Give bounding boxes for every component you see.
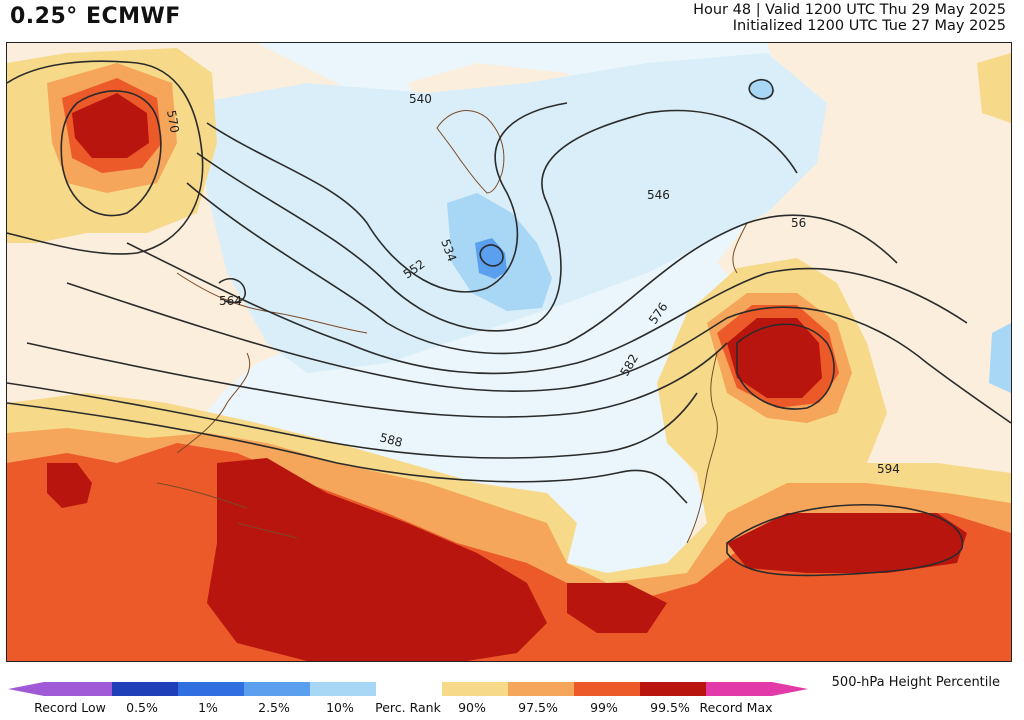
- height-contours: [7, 60, 1011, 577]
- colorbar: [8, 682, 808, 696]
- ridge-995-iberia: [727, 318, 822, 398]
- contour-line: [126, 242, 968, 375]
- contour-line: [26, 342, 728, 418]
- map-panel[interactable]: 540 534 546 552 56 564 570 576 582 588 5…: [6, 42, 1012, 662]
- colorbar-bin-record-low: [44, 682, 112, 696]
- colorbar-labels: Record Low 0.5% 1% 2.5% 10% Perc. Rank 9…: [0, 700, 820, 718]
- contour-line: [186, 182, 898, 355]
- legend-label-record-low: Record Low: [34, 700, 106, 715]
- coastline-europe: [686, 222, 748, 544]
- colorbar-left-arrow: [8, 682, 44, 696]
- map-title: 0.25° ECMWF: [10, 4, 181, 29]
- contour-line: [7, 382, 698, 459]
- colorbar-bin-99pct: [574, 682, 640, 696]
- ridge-995-sahara: [727, 513, 967, 573]
- ridge-995-alaska: [72, 93, 149, 158]
- legend-label-97-5pct: 97.5%: [518, 700, 558, 715]
- legend-label-99pct: 99%: [590, 700, 618, 715]
- ridge-90-scandinavia: [977, 53, 1011, 123]
- colorbar-bin-2-5pct: [244, 682, 310, 696]
- colorbar-bin-1pct: [178, 682, 244, 696]
- colorbar-bin-97-5pct: [508, 682, 574, 696]
- contour-label-564: 564: [219, 294, 242, 308]
- contour-label-588: 588: [378, 430, 404, 449]
- coastline-north-america: [176, 272, 368, 454]
- init-time: Initialized 1200 UTC Tue 27 May 2025: [732, 18, 1006, 34]
- contour-line: [196, 109, 798, 332]
- legend-label-10pct: 10%: [326, 700, 354, 715]
- contour-line: [736, 323, 835, 410]
- legend-label-90pct: 90%: [458, 700, 486, 715]
- contour-line: [60, 90, 162, 217]
- colorbar-bin-90pct: [442, 682, 508, 696]
- contour-line: [7, 60, 204, 255]
- legend-label-0-5pct: 0.5%: [126, 700, 158, 715]
- legend-label-perc-rank: Perc. Rank: [375, 700, 441, 715]
- coastline-caribbean: [156, 482, 298, 539]
- ridge-995-caribbean-atlantic: [207, 458, 547, 661]
- east-med-negative-anomaly: [989, 323, 1011, 393]
- contour-label-540: 540: [409, 92, 432, 106]
- legend-label-record-max: Record Max: [699, 700, 773, 715]
- legend-label-1pct: 1%: [198, 700, 218, 715]
- colorbar-bin-10pct: [310, 682, 376, 696]
- ridge-995-mexico: [47, 463, 92, 508]
- colorbar-bin-perc-rank: [376, 682, 442, 696]
- contour-line: [66, 282, 1011, 424]
- small-low-anomaly-iceland: [749, 79, 775, 101]
- contour-line: [748, 79, 774, 100]
- colorbar-bin-record-max: [706, 682, 772, 696]
- legend-label-99-5pct: 99.5%: [650, 700, 690, 715]
- contour-label-56: 56: [791, 216, 806, 230]
- run-info: Hour 48 | Valid 1200 UTC Thu 29 May 2025…: [693, 2, 1006, 34]
- contour-label-594: 594: [877, 462, 900, 476]
- colorbar-right-arrow: [772, 682, 808, 696]
- contour-line: [726, 503, 964, 577]
- valid-time: Hour 48 | Valid 1200 UTC Thu 29 May 2025: [693, 2, 1006, 18]
- colorbar-bin-99-5pct: [640, 682, 706, 696]
- contour-line: [218, 278, 246, 304]
- contour-label-570: 570: [164, 109, 182, 134]
- contour-line: [7, 402, 688, 504]
- contour-line: [206, 102, 568, 293]
- map-canvas: 540 534 546 552 56 564 570 576 582 588 5…: [7, 43, 1011, 661]
- ridge-995-atlantic-africa: [567, 583, 667, 633]
- colorbar-bin-0-5pct: [112, 682, 178, 696]
- coastline-greenland: [436, 110, 505, 194]
- contour-label-546: 546: [647, 188, 670, 202]
- contour-line: [479, 244, 504, 267]
- legend-title: 500-hPa Height Percentile: [831, 675, 1000, 690]
- legend-label-2-5pct: 2.5%: [258, 700, 290, 715]
